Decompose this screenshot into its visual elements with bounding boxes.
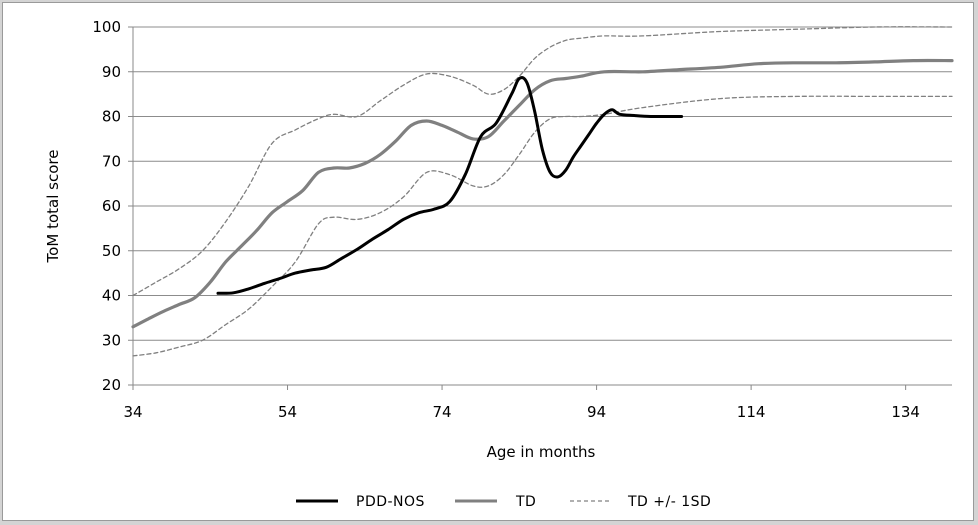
legend-label: TD +/- 1SD [627, 494, 711, 510]
x-tick-label: 34 [123, 403, 142, 421]
x-tick-label: 134 [891, 403, 920, 421]
y-tick-label: 90 [102, 63, 121, 81]
y-tick-label: 40 [102, 287, 121, 305]
gridlines [133, 26, 952, 341]
y-tick-label: 20 [102, 376, 121, 394]
axes: 20 30 40 50 60 70 80 90 100 34 54 74 94 114 134 [92, 18, 952, 421]
y-tick-label: 60 [102, 197, 121, 215]
legend-label: PDD-NOS [356, 494, 425, 510]
td-line [131, 58, 954, 329]
x-tick-label: 114 [737, 403, 766, 421]
y-tick-label: 80 [102, 108, 121, 126]
y-tick-label: 50 [102, 242, 121, 260]
legend-label: TD [515, 494, 536, 510]
x-tick-label: 74 [433, 403, 452, 421]
series-group [131, 26, 954, 357]
x-tick-label: 54 [278, 403, 297, 421]
y-tick-label: 30 [102, 331, 121, 349]
td-plus-1sd-line [132, 26, 953, 297]
pdd-nos-line [216, 76, 684, 295]
y-axis-title: ToM total score [44, 150, 62, 264]
x-tick-label: 94 [587, 403, 606, 421]
legend: PDD-NOS TD TD +/- 1SD [296, 494, 711, 510]
td-minus-1sd-line [132, 95, 953, 357]
y-tick-label: 100 [92, 18, 121, 36]
y-tick-label: 70 [102, 152, 121, 170]
x-axis-title: Age in months [487, 443, 596, 461]
